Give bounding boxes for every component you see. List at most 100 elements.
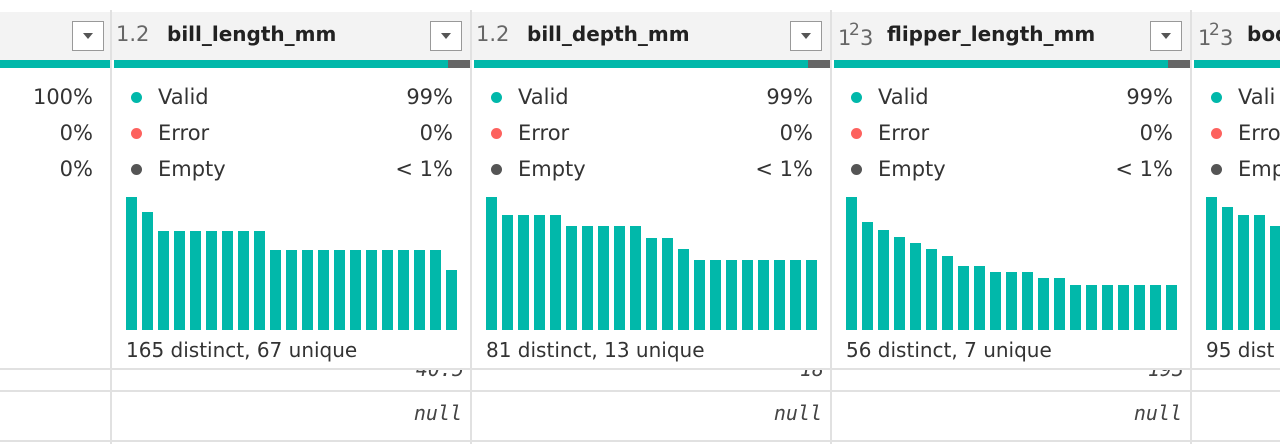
histogram-bar bbox=[486, 197, 497, 330]
histogram-bar bbox=[694, 260, 705, 330]
histogram-bar bbox=[1006, 272, 1017, 330]
column-dropdown[interactable] bbox=[790, 21, 822, 51]
column-separator bbox=[470, 10, 472, 444]
stat-percent: 0% bbox=[59, 157, 93, 181]
column-header bbox=[1192, 12, 1280, 60]
legend-dot bbox=[491, 92, 502, 103]
cell-null: null bbox=[413, 401, 462, 425]
cell-null: null bbox=[1133, 401, 1182, 425]
stat-percent: 99% bbox=[1126, 85, 1173, 109]
histogram-bar bbox=[174, 231, 185, 330]
stat-label: Error bbox=[158, 121, 210, 145]
histogram-bar bbox=[878, 230, 889, 330]
legend-dot bbox=[131, 128, 142, 139]
histogram-bar bbox=[254, 231, 265, 330]
quality-bar-valid bbox=[834, 60, 1168, 68]
stat-percent: < 1% bbox=[395, 157, 453, 181]
histogram-bar bbox=[206, 231, 217, 330]
legend-dot bbox=[1211, 164, 1222, 175]
stat-label: Valid bbox=[158, 85, 209, 109]
column-dropdown[interactable] bbox=[1150, 21, 1182, 51]
distinct-summary: 95 dist bbox=[1206, 338, 1275, 362]
histogram-bar bbox=[758, 260, 769, 330]
stat-percent: 100% bbox=[32, 85, 93, 109]
column-header bbox=[112, 12, 470, 60]
legend-dot bbox=[131, 92, 142, 103]
legend-dot bbox=[491, 164, 502, 175]
distinct-summary: 81 distinct, 13 unique bbox=[486, 338, 705, 362]
histogram-bar bbox=[1054, 278, 1065, 330]
column-dropdown[interactable] bbox=[72, 21, 104, 51]
histogram-bar bbox=[862, 222, 873, 330]
type-icon: 3 bbox=[1220, 26, 1234, 50]
column-dropdown[interactable] bbox=[430, 21, 462, 51]
stat-percent: 0% bbox=[779, 121, 813, 145]
histogram-bar bbox=[446, 270, 457, 330]
histogram-bar bbox=[598, 226, 609, 330]
type-icon: 1.2 bbox=[476, 22, 510, 46]
quality-bar-valid bbox=[114, 60, 448, 68]
legend-dot bbox=[851, 164, 862, 175]
histogram-bar bbox=[430, 250, 441, 330]
histogram-bar bbox=[366, 250, 377, 330]
stat-percent: 0% bbox=[1139, 121, 1173, 145]
row-line bbox=[0, 390, 1280, 392]
type-icon: 1 bbox=[1198, 26, 1212, 50]
type-icon: 2 bbox=[1209, 20, 1220, 40]
histogram-bar bbox=[190, 231, 201, 330]
stat-label: Empty bbox=[878, 157, 946, 181]
histogram-bar bbox=[742, 260, 753, 330]
type-icon: 1.2 bbox=[116, 22, 150, 46]
histogram-bar bbox=[550, 215, 561, 330]
histogram-bar bbox=[774, 260, 785, 330]
column-separator bbox=[830, 10, 832, 444]
histogram-bar bbox=[534, 215, 545, 330]
histogram-bar bbox=[846, 197, 857, 330]
partial-cell: 18 bbox=[472, 370, 824, 382]
cell-null: null bbox=[773, 401, 822, 425]
histogram-bar bbox=[566, 226, 577, 330]
histogram-bar bbox=[142, 212, 153, 330]
stat-label: Error bbox=[878, 121, 930, 145]
histogram-bar bbox=[286, 250, 297, 330]
column-header bbox=[832, 12, 1190, 60]
column-name: bod bbox=[1247, 22, 1280, 46]
histogram-bar bbox=[662, 238, 673, 330]
distinct-summary: 165 distinct, 67 unique bbox=[126, 338, 358, 362]
column-header bbox=[472, 12, 830, 60]
cell-value: 193 bbox=[1148, 370, 1184, 381]
legend-dot bbox=[851, 92, 862, 103]
stat-label: Emp bbox=[1238, 157, 1280, 181]
type-icon: 3 bbox=[860, 26, 874, 50]
quality-bar-valid bbox=[474, 60, 808, 68]
histogram-bar bbox=[974, 266, 985, 330]
stat-percent: 0% bbox=[59, 121, 93, 145]
type-icon: 2 bbox=[849, 20, 860, 40]
stat-label: Empty bbox=[158, 157, 226, 181]
column-separator bbox=[1190, 10, 1192, 444]
histogram-bar bbox=[1270, 226, 1280, 330]
histogram-bar bbox=[1254, 215, 1265, 330]
column-separator bbox=[110, 10, 112, 444]
histogram-bar bbox=[926, 249, 937, 330]
distinct-summary: 56 distinct, 7 unique bbox=[846, 338, 1052, 362]
histogram-bar bbox=[382, 250, 393, 330]
histogram-bar bbox=[270, 250, 281, 330]
histogram-bar bbox=[614, 226, 625, 330]
histogram-bar bbox=[334, 250, 345, 330]
histogram-bar bbox=[318, 250, 329, 330]
histogram-bar bbox=[1118, 285, 1129, 330]
stat-percent: 99% bbox=[406, 85, 453, 109]
histogram-bar bbox=[1102, 285, 1113, 330]
cell-value: 18 bbox=[800, 370, 824, 381]
quality-bar-valid bbox=[1194, 60, 1280, 68]
stat-label: Valid bbox=[878, 85, 929, 109]
histogram-bar bbox=[1070, 285, 1081, 330]
column-name: flipper_length_mm bbox=[887, 22, 1096, 46]
stat-percent: < 1% bbox=[755, 157, 813, 181]
stat-label: Erro bbox=[1238, 121, 1280, 145]
row-line bbox=[0, 440, 1280, 442]
quality-bar-valid bbox=[0, 60, 110, 68]
legend-dot bbox=[1211, 128, 1222, 139]
